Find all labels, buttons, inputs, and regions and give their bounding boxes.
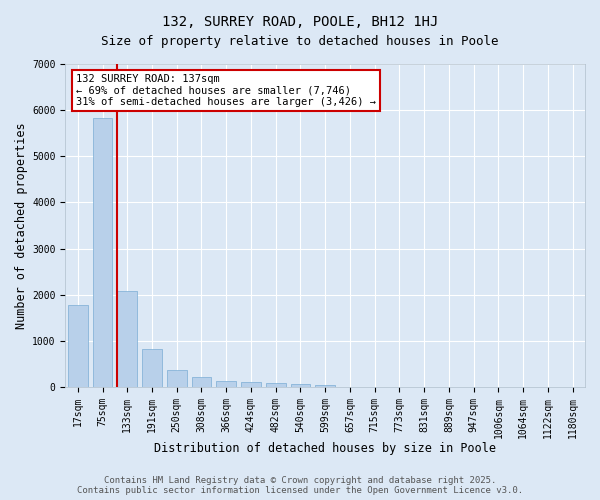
Bar [167,370,187,387]
Y-axis label: Number of detached properties: Number of detached properties [15,122,28,329]
Bar [92,118,112,387]
Bar [315,385,335,387]
Bar [191,378,211,387]
Bar [266,384,286,387]
Bar [118,290,137,387]
Text: 132 SURREY ROAD: 137sqm
← 69% of detached houses are smaller (7,746)
31% of semi: 132 SURREY ROAD: 137sqm ← 69% of detache… [76,74,376,107]
Bar [290,384,310,387]
Bar [142,349,162,387]
Bar [217,382,236,387]
Bar [68,305,88,387]
Text: 132, SURREY ROAD, POOLE, BH12 1HJ: 132, SURREY ROAD, POOLE, BH12 1HJ [162,15,438,29]
X-axis label: Distribution of detached houses by size in Poole: Distribution of detached houses by size … [154,442,496,455]
Bar [241,382,261,387]
Text: Contains HM Land Registry data © Crown copyright and database right 2025.
Contai: Contains HM Land Registry data © Crown c… [77,476,523,495]
Text: Size of property relative to detached houses in Poole: Size of property relative to detached ho… [101,35,499,48]
